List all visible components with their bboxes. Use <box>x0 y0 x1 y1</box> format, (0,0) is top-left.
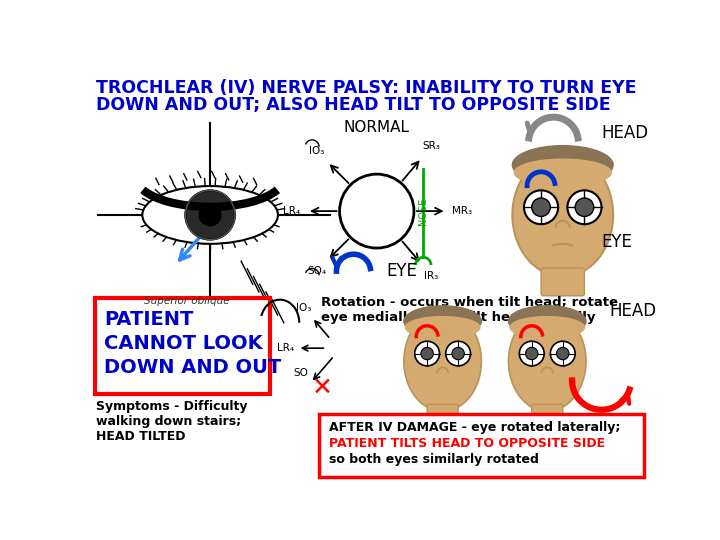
Text: EYE: EYE <box>601 233 632 251</box>
Text: LR₄: LR₄ <box>283 206 300 216</box>
Ellipse shape <box>405 316 480 338</box>
Ellipse shape <box>404 306 482 336</box>
Text: EYE: EYE <box>386 262 417 280</box>
Text: IO₃: IO₃ <box>297 303 312 313</box>
Text: SO: SO <box>294 368 309 378</box>
Ellipse shape <box>508 306 586 336</box>
Text: TROCHLEAR (IV) NERVE PALSY: INABILITY TO TURN EYE: TROCHLEAR (IV) NERVE PALSY: INABILITY TO… <box>96 79 636 97</box>
FancyBboxPatch shape <box>532 404 563 424</box>
Circle shape <box>340 174 414 248</box>
FancyBboxPatch shape <box>427 404 458 424</box>
Text: MR₃: MR₃ <box>452 206 472 216</box>
Ellipse shape <box>508 311 586 411</box>
Text: NOSE: NOSE <box>418 198 428 225</box>
Text: HEAD: HEAD <box>609 302 657 320</box>
Circle shape <box>199 204 221 226</box>
Text: PATIENT TILTS HEAD TO OPPOSITE SIDE: PATIENT TILTS HEAD TO OPPOSITE SIDE <box>329 437 605 450</box>
Ellipse shape <box>513 153 613 276</box>
Text: ✕: ✕ <box>312 376 333 400</box>
Circle shape <box>550 341 575 366</box>
Ellipse shape <box>510 316 585 338</box>
Ellipse shape <box>143 186 278 244</box>
Text: SR₃: SR₃ <box>423 141 441 151</box>
Circle shape <box>446 341 471 366</box>
Text: LR₄: LR₄ <box>276 343 294 353</box>
FancyBboxPatch shape <box>541 268 585 296</box>
Ellipse shape <box>513 146 613 184</box>
FancyBboxPatch shape <box>94 298 270 394</box>
FancyBboxPatch shape <box>320 414 644 477</box>
Circle shape <box>557 347 569 360</box>
Circle shape <box>526 347 538 360</box>
Circle shape <box>575 198 594 217</box>
Text: DOWN AND OUT; ALSO HEAD TILT TO OPPOSITE SIDE: DOWN AND OUT; ALSO HEAD TILT TO OPPOSITE… <box>96 96 611 113</box>
Ellipse shape <box>404 311 482 411</box>
Text: IR₃: IR₃ <box>424 271 438 281</box>
Text: Symptoms - Difficulty
walking down stairs;
HEAD TILTED: Symptoms - Difficulty walking down stair… <box>96 400 248 443</box>
Circle shape <box>532 198 550 217</box>
Ellipse shape <box>514 159 611 186</box>
Text: Superior oblique: Superior oblique <box>144 296 230 306</box>
Text: HEAD: HEAD <box>601 124 649 141</box>
Circle shape <box>519 341 544 366</box>
Circle shape <box>185 190 235 240</box>
Text: IO₃: IO₃ <box>309 146 324 156</box>
Circle shape <box>452 347 464 360</box>
Text: SO₄: SO₄ <box>307 266 326 276</box>
Text: Rotation - occurs when tilt head; rotate
eye medially when tilt head laterally: Rotation - occurs when tilt head; rotate… <box>321 296 618 324</box>
Text: AFTER IV DAMAGE - eye rotated laterally;: AFTER IV DAMAGE - eye rotated laterally; <box>329 421 620 434</box>
Text: so both eyes similarly rotated: so both eyes similarly rotated <box>329 453 539 466</box>
Circle shape <box>524 190 558 224</box>
Text: NORMAL: NORMAL <box>343 120 410 135</box>
Circle shape <box>415 341 439 366</box>
Circle shape <box>567 190 601 224</box>
Text: PATIENT
CANNOT LOOK
DOWN AND OUT: PATIENT CANNOT LOOK DOWN AND OUT <box>104 309 282 377</box>
Circle shape <box>421 347 433 360</box>
